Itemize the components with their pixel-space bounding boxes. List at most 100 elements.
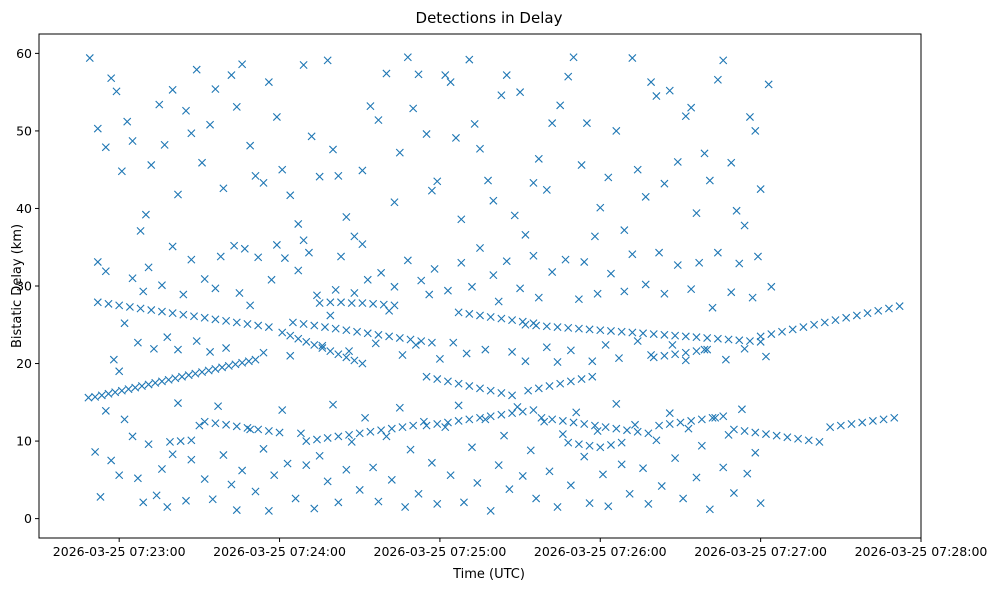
data-point-marker: [430, 264, 439, 273]
data-point-marker: [526, 446, 535, 455]
data-point-marker: [312, 291, 321, 300]
data-point-marker: [363, 275, 372, 284]
data-point-marker: [133, 474, 142, 483]
data-point-marker: [136, 226, 145, 235]
data-point-marker: [382, 432, 391, 441]
data-point-marker: [751, 428, 760, 437]
data-point-marker: [326, 347, 335, 356]
data-point-marker: [476, 311, 484, 320]
data-point-marker: [259, 348, 268, 357]
data-point-marker: [497, 410, 506, 419]
data-point-marker: [668, 340, 677, 349]
data-point-marker: [222, 344, 231, 353]
chart-title: Detections in Delay: [416, 9, 563, 27]
data-point-marker: [385, 332, 394, 341]
data-point-marker: [804, 436, 813, 445]
data-point-marker: [532, 494, 541, 503]
data-point-marker: [761, 430, 770, 439]
data-point-marker: [513, 402, 522, 411]
data-point-marker: [644, 499, 653, 508]
data-point-marker: [310, 321, 319, 330]
data-point-marker: [168, 450, 177, 459]
data-point-marker: [267, 275, 276, 284]
data-point-marker: [462, 349, 471, 358]
data-point-marker: [572, 408, 581, 417]
data-point-marker: [409, 421, 418, 430]
data-point-marker: [534, 384, 543, 393]
data-point-marker: [109, 355, 118, 364]
data-point-marker: [232, 506, 241, 515]
data-point-marker: [187, 129, 196, 138]
data-point-marker: [299, 320, 308, 328]
data-point-marker: [264, 323, 273, 332]
data-point-marker: [358, 359, 367, 368]
data-point-marker: [879, 415, 888, 424]
data-point-marker: [168, 85, 177, 94]
data-point-marker: [628, 54, 637, 63]
data-point-marker: [192, 337, 201, 346]
data-point-marker: [187, 455, 196, 464]
data-point-marker: [518, 471, 527, 480]
data-point-marker: [350, 356, 359, 365]
data-point-marker: [128, 137, 137, 145]
data-point-marker: [227, 71, 236, 80]
data-point-marker: [286, 351, 295, 360]
data-point-marker: [745, 337, 754, 346]
data-point-marker: [355, 485, 364, 494]
data-point-marker: [641, 192, 650, 201]
data-point-marker: [291, 494, 300, 503]
data-point-marker: [334, 171, 343, 180]
data-point-marker: [799, 323, 808, 332]
data-point-marker: [240, 244, 249, 253]
data-point-marker: [484, 176, 493, 185]
data-point-marker: [778, 327, 787, 336]
data-point-marker: [660, 351, 669, 360]
data-point-marker: [433, 177, 442, 186]
data-point-marker: [665, 86, 674, 95]
data-point-marker: [713, 334, 722, 343]
data-point-marker: [588, 372, 597, 381]
data-point-marker: [545, 467, 554, 476]
data-point-marker: [655, 421, 664, 430]
data-point-marker: [369, 463, 378, 472]
data-point-marker: [131, 383, 140, 392]
data-point-marker: [387, 424, 396, 433]
data-point-marker: [238, 60, 247, 69]
data-point-marker: [133, 338, 142, 347]
data-point-marker: [719, 412, 728, 421]
data-point-marker: [655, 248, 664, 257]
data-point-marker: [168, 242, 177, 251]
data-point-marker: [294, 266, 303, 275]
data-point-marker: [173, 345, 182, 354]
y-tick-label: 0: [24, 511, 32, 526]
data-point-marker: [703, 345, 712, 354]
data-point-marker: [374, 497, 383, 506]
data-point-marker: [585, 325, 594, 334]
data-point-marker: [719, 463, 728, 472]
data-point-marker: [312, 435, 321, 444]
data-point-marker: [665, 420, 674, 429]
data-point-marker: [152, 491, 161, 500]
x-tick-label: 2026-03-25 07:27:00: [694, 544, 827, 559]
data-point-marker: [296, 429, 305, 438]
data-point-marker: [115, 367, 124, 376]
data-point-marker: [681, 356, 690, 365]
data-point-marker: [294, 334, 303, 343]
data-point-marker: [111, 388, 120, 397]
data-point-marker: [123, 117, 132, 126]
data-point-marker: [681, 332, 690, 341]
data-point-marker: [826, 423, 835, 432]
data-point-marker: [403, 53, 412, 62]
data-point-marker: [580, 257, 589, 266]
data-point-marker: [310, 340, 319, 349]
data-point-marker: [216, 252, 225, 261]
data-point-marker: [149, 344, 158, 353]
data-point-marker: [334, 498, 343, 507]
data-point-marker: [104, 389, 113, 398]
data-point-marker: [115, 301, 124, 310]
data-point-marker: [414, 70, 423, 79]
data-point-marker: [449, 338, 458, 347]
data-point-marker: [139, 287, 148, 296]
data-point-marker: [529, 178, 538, 187]
data-point-marker: [278, 328, 287, 337]
